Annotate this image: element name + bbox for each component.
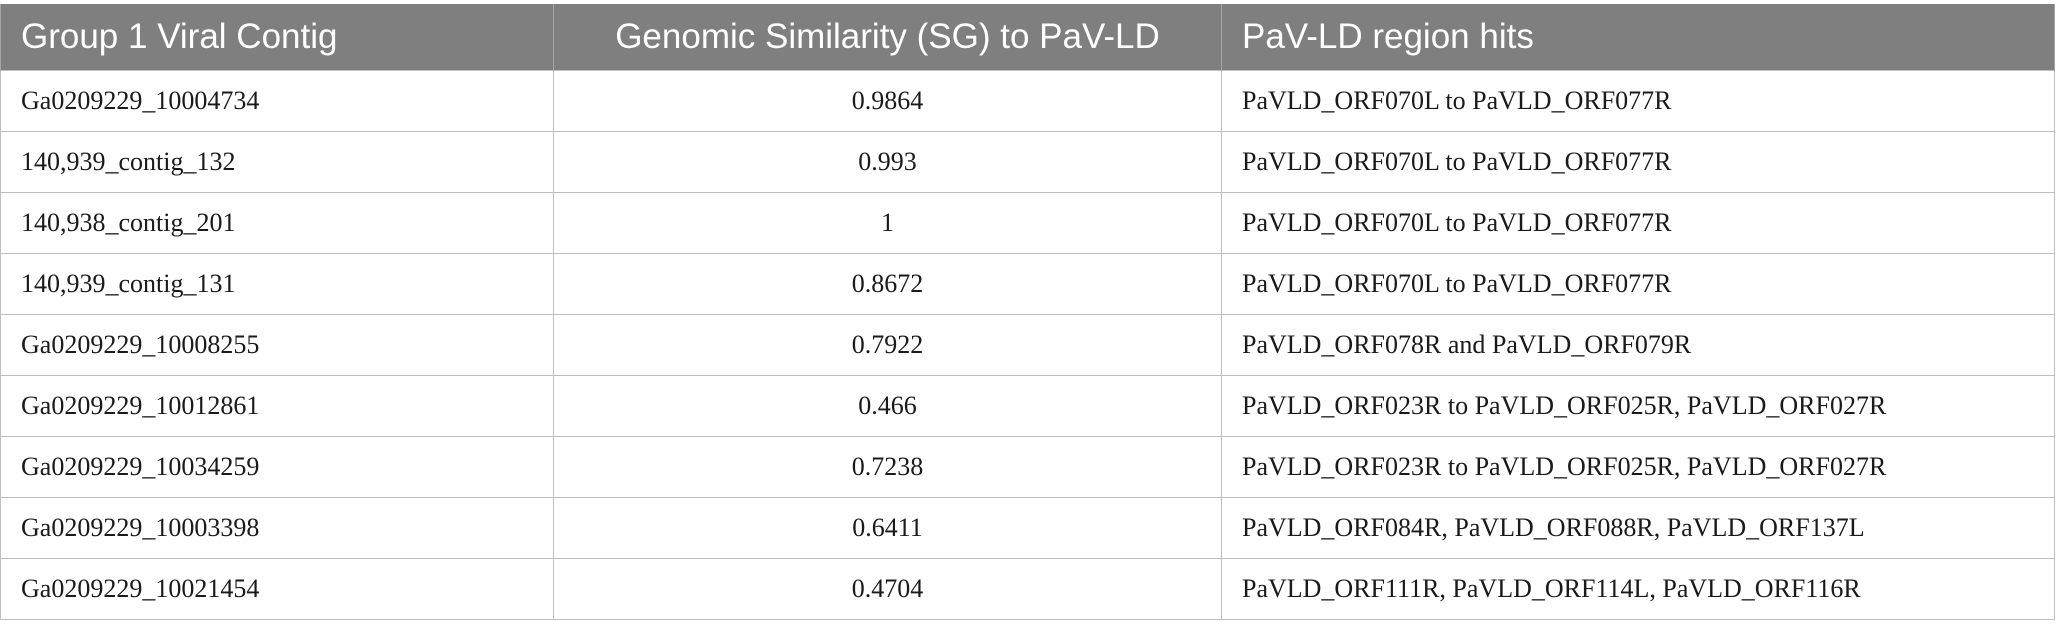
table-row: Ga0209229_10008255 0.7922 PaVLD_ORF078R …	[0, 314, 2055, 376]
cell-region-hits: PaVLD_ORF111R, PaVLD_ORF114L, PaVLD_ORF1…	[1221, 558, 2055, 620]
table-header: Group 1 Viral Contig Genomic Similarity …	[0, 4, 2055, 71]
cell-contig: Ga0209229_10004734	[0, 70, 554, 132]
cell-region-hits: PaVLD_ORF070L to PaVLD_ORF077R	[1221, 192, 2055, 254]
table-row: Ga0209229_10004734 0.9864 PaVLD_ORF070L …	[0, 70, 2055, 132]
cell-contig: 140,939_contig_131	[0, 253, 554, 315]
cell-region-hits: PaVLD_ORF078R and PaVLD_ORF079R	[1221, 314, 2055, 376]
cell-similarity: 0.4704	[553, 558, 1222, 620]
cell-contig: 140,938_contig_201	[0, 192, 554, 254]
table-row: 140,938_contig_201 1 PaVLD_ORF070L to Pa…	[0, 192, 2055, 254]
cell-similarity: 0.7238	[553, 436, 1222, 498]
cell-similarity: 0.6411	[553, 497, 1222, 559]
cell-contig: Ga0209229_10008255	[0, 314, 554, 376]
cell-contig: Ga0209229_10003398	[0, 497, 554, 559]
cell-region-hits: PaVLD_ORF023R to PaVLD_ORF025R, PaVLD_OR…	[1221, 436, 2055, 498]
cell-similarity: 1	[553, 192, 1222, 254]
cell-contig: Ga0209229_10021454	[0, 558, 554, 620]
cell-region-hits: PaVLD_ORF070L to PaVLD_ORF077R	[1221, 131, 2055, 193]
cell-region-hits: PaVLD_ORF070L to PaVLD_ORF077R	[1221, 70, 2055, 132]
cell-region-hits: PaVLD_ORF070L to PaVLD_ORF077R	[1221, 253, 2055, 315]
header-genomic-similarity: Genomic Similarity (SG) to PaV-LD	[553, 4, 1222, 71]
table-row: 140,939_contig_132 0.993 PaVLD_ORF070L t…	[0, 131, 2055, 193]
cell-region-hits: PaVLD_ORF023R to PaVLD_ORF025R, PaVLD_OR…	[1221, 375, 2055, 437]
table-row: Ga0209229_10021454 0.4704 PaVLD_ORF111R,…	[0, 558, 2055, 620]
table-row: 140,939_contig_131 0.8672 PaVLD_ORF070L …	[0, 253, 2055, 315]
cell-similarity: 0.993	[553, 131, 1222, 193]
viral-contig-table: Group 1 Viral Contig Genomic Similarity …	[0, 4, 2055, 620]
header-region-hits: PaV-LD region hits	[1221, 4, 2055, 71]
cell-similarity: 0.7922	[553, 314, 1222, 376]
cell-similarity: 0.466	[553, 375, 1222, 437]
table-row: Ga0209229_10034259 0.7238 PaVLD_ORF023R …	[0, 436, 2055, 498]
data-table-container: Group 1 Viral Contig Genomic Similarity …	[0, 4, 2055, 620]
table-body: Ga0209229_10004734 0.9864 PaVLD_ORF070L …	[0, 70, 2055, 620]
table-row: Ga0209229_10003398 0.6411 PaVLD_ORF084R,…	[0, 497, 2055, 559]
cell-contig: Ga0209229_10012861	[0, 375, 554, 437]
cell-region-hits: PaVLD_ORF084R, PaVLD_ORF088R, PaVLD_ORF1…	[1221, 497, 2055, 559]
cell-contig: 140,939_contig_132	[0, 131, 554, 193]
table-row: Ga0209229_10012861 0.466 PaVLD_ORF023R t…	[0, 375, 2055, 437]
cell-contig: Ga0209229_10034259	[0, 436, 554, 498]
header-row: Group 1 Viral Contig Genomic Similarity …	[0, 4, 2055, 71]
header-viral-contig: Group 1 Viral Contig	[0, 4, 554, 71]
cell-similarity: 0.8672	[553, 253, 1222, 315]
cell-similarity: 0.9864	[553, 70, 1222, 132]
